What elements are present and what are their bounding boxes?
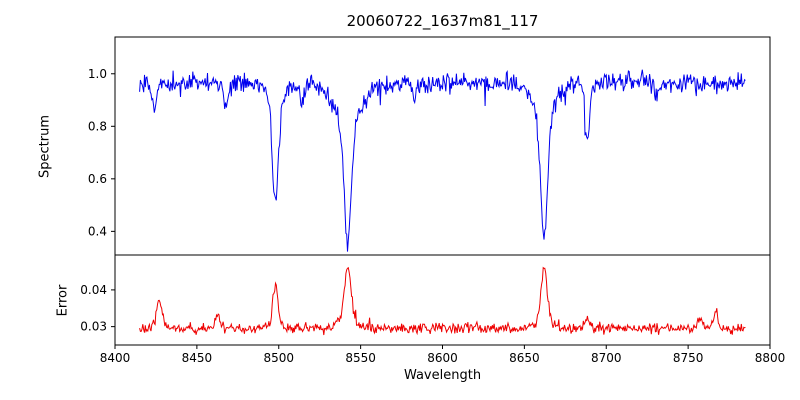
chart-title: 20060722_1637m81_117 xyxy=(346,12,539,30)
x-axis-label: Wavelength xyxy=(403,368,482,383)
x-tick-label: 8400 xyxy=(100,351,131,365)
y-tick-label: 0.04 xyxy=(80,283,107,297)
x-tick-label: 8700 xyxy=(591,351,622,365)
x-tick-label: 8500 xyxy=(263,351,294,365)
x-tick-label: 8650 xyxy=(509,351,540,365)
x-tick-label: 8750 xyxy=(673,351,704,365)
y-tick-label: 0.03 xyxy=(80,320,107,334)
error-panel-frame xyxy=(114,254,771,346)
error-curve xyxy=(139,266,746,336)
spectrum-curve xyxy=(139,69,746,252)
y-tick-label: 0.6 xyxy=(88,172,107,186)
x-tick-label: 8600 xyxy=(427,351,458,365)
x-tick-label: 8450 xyxy=(182,351,213,365)
y-tick-label: 0.8 xyxy=(88,119,107,133)
x-tick-label: 8800 xyxy=(755,351,786,365)
y-tick-label: 0.4 xyxy=(88,224,107,238)
spectrum-panel-frame xyxy=(114,36,771,256)
y-tick-label: 1.0 xyxy=(88,67,107,81)
x-tick-label: 8550 xyxy=(345,351,376,365)
